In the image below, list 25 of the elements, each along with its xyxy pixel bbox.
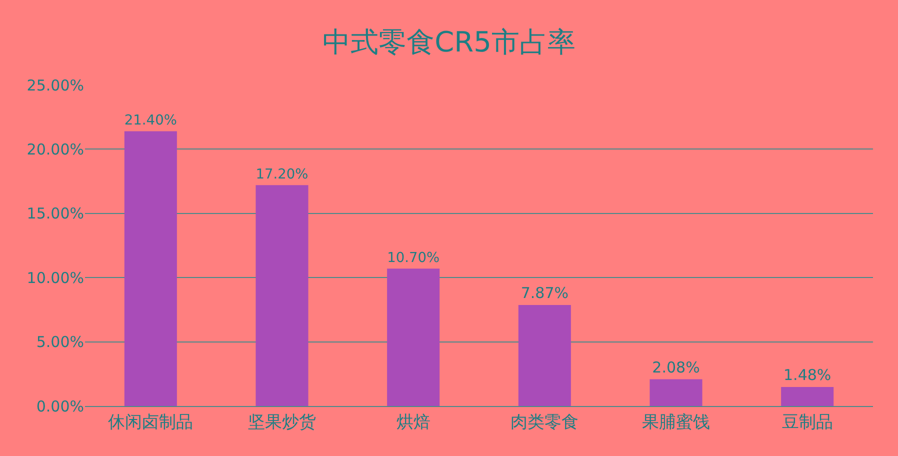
y-tick-label: 10.00% <box>26 268 84 287</box>
y-tick-label: 20.00% <box>26 140 84 158</box>
y-tick-label: 0.00% <box>36 397 84 416</box>
data-label: 7.87% <box>520 284 568 302</box>
bar <box>650 379 702 406</box>
data-label: 10.70% <box>387 250 440 266</box>
y-tick-label: 15.00% <box>26 204 84 223</box>
data-label: 17.20% <box>256 166 308 182</box>
x-tick-label: 坚果炒货 <box>248 412 316 432</box>
x-tick-label: 肉类零食 <box>510 412 579 432</box>
data-label: 1.48% <box>784 366 832 384</box>
data-label: 2.08% <box>652 358 700 376</box>
x-tick-label: 烘焙 <box>396 412 430 432</box>
x-tick-label: 果脯蜜饯 <box>642 412 710 432</box>
y-tick-label: 5.00% <box>36 333 84 352</box>
bar <box>124 131 177 406</box>
data-label: 21.40% <box>124 112 177 129</box>
bar <box>256 185 308 406</box>
x-tick-label: 豆制品 <box>782 412 833 432</box>
chart-title: 中式零食CR5市占率 <box>322 26 576 59</box>
bar <box>781 387 834 406</box>
y-tick-label: 25.00% <box>26 76 84 94</box>
x-tick-label: 休闲卤制品 <box>108 412 194 432</box>
bar <box>387 268 440 406</box>
bar <box>518 304 571 406</box>
